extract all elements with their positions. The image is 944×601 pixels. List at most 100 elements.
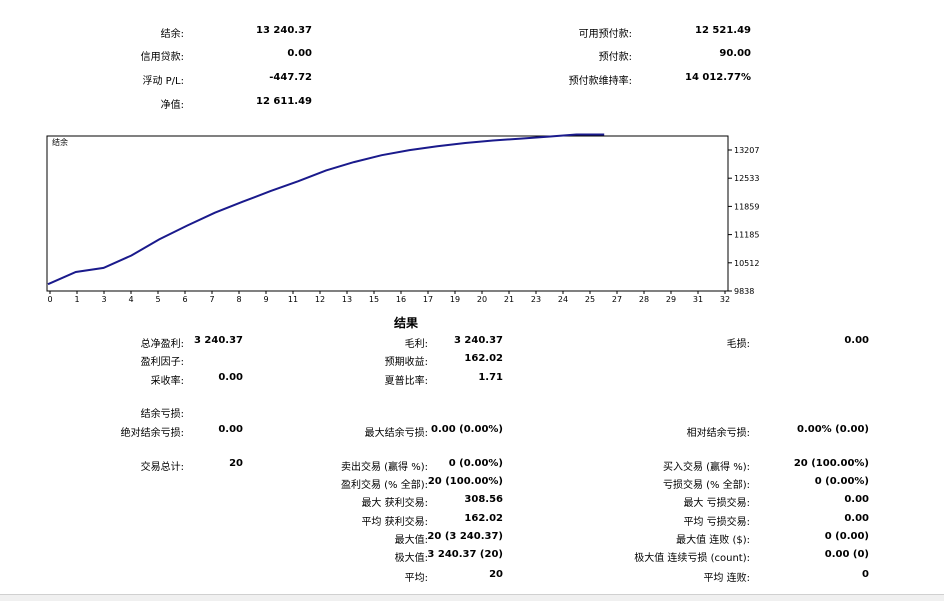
max-drawdown-label: 最大结余亏损: — [364, 428, 428, 439]
maximal-cons-loss-label: 极大值 连续亏损 (count): — [634, 553, 750, 564]
recovery-factor-value: 0.00 — [218, 372, 243, 383]
avg-cons-wins-label: 平均: — [404, 573, 428, 584]
avg-profit-label: 平均 获利交易: — [361, 517, 428, 528]
x-tick-label: 25 — [585, 295, 595, 304]
profit-factor-label: 盈利因子: — [140, 357, 184, 368]
gross-loss-value: 0.00 — [844, 335, 869, 346]
x-tick-label: 32 — [720, 295, 730, 304]
chart-legend: 结余 — [52, 137, 68, 147]
maximal-cons-profit-value: 3 240.37 (20) — [427, 549, 503, 560]
x-tick-label: 29 — [666, 295, 676, 304]
max-cons-wins-label: 最大值: — [394, 535, 428, 546]
short-trades-label: 卖出交易 (赢得 %): — [340, 462, 428, 473]
max-cons-losses-value: 0 (0.00) — [824, 531, 869, 542]
x-tick-label: 0 — [47, 295, 52, 304]
credit-value: 0.00 — [287, 48, 312, 59]
x-tick-label: 27 — [612, 295, 622, 304]
max-drawdown-value: 0.00 (0.00%) — [431, 424, 503, 435]
largest-profit-label: 最大 获利交易: — [361, 498, 428, 509]
results-title: 结果 — [394, 316, 419, 330]
total-net-profit-value: 3 240.37 — [193, 335, 243, 346]
gross-profit-label: 毛利: — [404, 339, 428, 350]
abs-drawdown-label: 绝对结余亏损: — [120, 428, 184, 439]
largest-loss-label: 最大 亏损交易: — [683, 498, 750, 509]
x-tick-label: 3 — [101, 295, 106, 304]
gross-profit-value: 3 240.37 — [453, 335, 503, 346]
sharpe-value: 1.71 — [478, 372, 503, 383]
long-trades-label: 买入交易 (赢得 %): — [662, 462, 750, 473]
margin-value: 90.00 — [719, 48, 751, 59]
avg-loss-label: 平均 亏损交易: — [683, 517, 750, 528]
total-net-profit-label: 总净盈利: — [140, 339, 184, 350]
x-tick-label: 11 — [288, 295, 298, 304]
x-tick-label: 7 — [209, 295, 214, 304]
x-tick-label: 24 — [558, 295, 568, 304]
y-tick-label: 11859 — [734, 202, 759, 211]
x-tick-label: 1 — [74, 295, 79, 304]
x-tick-label: 12 — [315, 295, 325, 304]
margin-level-value: 14 012.77% — [684, 72, 751, 83]
profit-trades-value: 20 (100.00%) — [427, 476, 503, 487]
y-tick-label: 11185 — [734, 231, 759, 240]
x-tick-label: 6 — [182, 295, 187, 304]
balance-series-line — [47, 133, 605, 286]
balance-drawdown-label: 结余亏损: — [140, 409, 184, 420]
x-tick-label: 15 — [369, 295, 379, 304]
margin-label: 预付款: — [598, 52, 632, 63]
rel-drawdown-label: 相对结余亏损: — [686, 428, 750, 439]
loss-trades-value: 0 (0.00%) — [814, 476, 869, 487]
max-cons-losses-label: 最大值 连败 ($): — [676, 535, 750, 546]
largest-loss-value: 0.00 — [844, 494, 869, 505]
expected-payoff-label: 预期收益: — [384, 357, 428, 368]
sharpe-label: 夏普比率: — [384, 376, 428, 387]
free-margin-label: 可用预付款: — [578, 29, 632, 40]
equity-value: 12 611.49 — [256, 96, 312, 107]
bottom-status-strip — [0, 594, 944, 601]
avg-cons-wins-value: 20 — [489, 569, 503, 580]
x-tick-label: 16 — [396, 295, 406, 304]
avg-profit-value: 162.02 — [464, 513, 503, 524]
x-tick-label: 9 — [263, 295, 268, 304]
x-tick-label: 31 — [693, 295, 703, 304]
x-tick-label: 8 — [236, 295, 241, 304]
credit-label: 信用贷款: — [140, 52, 184, 63]
maximal-cons-profit-label: 极大值: — [394, 553, 428, 564]
equity-label: 净值: — [160, 100, 184, 111]
floating-pl-value: -447.72 — [269, 72, 312, 83]
x-tick-label: 4 — [128, 295, 133, 304]
avg-cons-losses-value: 0 — [862, 569, 869, 580]
free-margin-value: 12 521.49 — [695, 25, 751, 36]
x-tick-label: 21 — [504, 295, 514, 304]
y-tick-label: 13207 — [734, 146, 759, 155]
x-tick-label: 23 — [531, 295, 541, 304]
total-trades-value: 20 — [229, 458, 243, 469]
x-tick-label: 19 — [450, 295, 460, 304]
recovery-factor-label: 采收率: — [150, 376, 184, 387]
x-tick-label: 13 — [342, 295, 352, 304]
margin-level-label: 预付款维持率: — [568, 76, 632, 87]
abs-drawdown-value: 0.00 — [218, 424, 243, 435]
balance-label: 结余: — [160, 29, 184, 40]
largest-profit-value: 308.56 — [464, 494, 503, 505]
gross-loss-label: 毛损: — [726, 339, 750, 350]
chart-frame — [46, 135, 729, 292]
y-tick-label: 12533 — [734, 174, 759, 183]
x-tick-label: 17 — [423, 295, 433, 304]
long-trades-value: 20 (100.00%) — [793, 458, 869, 469]
rel-drawdown-value: 0.00% (0.00) — [797, 424, 869, 435]
balance-value: 13 240.37 — [256, 25, 312, 36]
max-cons-wins-value: 20 (3 240.37) — [427, 531, 503, 542]
avg-cons-losses-label: 平均 连败: — [703, 573, 750, 584]
profit-trades-label: 盈利交易 (% 全部): — [340, 480, 428, 491]
y-tick-label: 9838 — [734, 287, 754, 296]
x-tick-label: 20 — [477, 295, 487, 304]
loss-trades-label: 亏损交易 (% 全部): — [662, 480, 750, 491]
avg-loss-value: 0.00 — [844, 513, 869, 524]
maximal-cons-loss-value: 0.00 (0) — [824, 549, 869, 560]
expected-payoff-value: 162.02 — [464, 353, 503, 364]
floating-pl-label: 浮动 P/L: — [142, 76, 184, 87]
x-tick-label: 28 — [639, 295, 649, 304]
y-tick-label: 10512 — [734, 259, 759, 268]
